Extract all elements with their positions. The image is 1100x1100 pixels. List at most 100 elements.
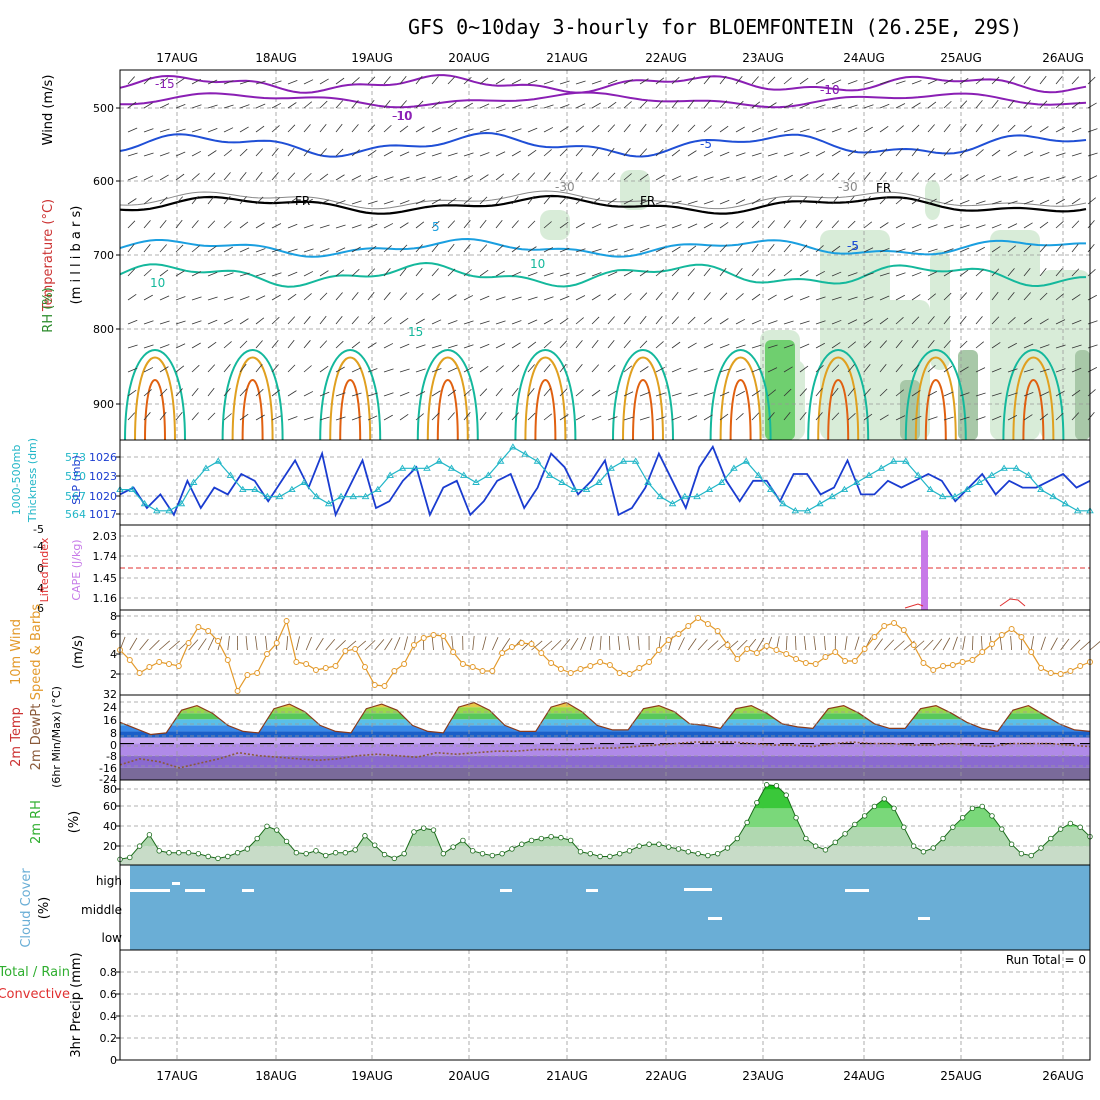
- contour-20: [1012, 356, 1055, 441]
- wind-barb: [607, 224, 618, 229]
- wind-speed-point: [969, 657, 976, 663]
- wind-barb: [623, 270, 633, 277]
- wind-barb: [799, 196, 808, 205]
- wind-barb: [175, 296, 186, 301]
- wind-barb: [335, 292, 343, 301]
- wind-barb: [223, 104, 234, 109]
- wind-barb: [1055, 221, 1064, 229]
- wind-barb: [863, 388, 871, 397]
- wind-barb: [879, 363, 887, 373]
- wind-barb: [319, 270, 329, 277]
- wind-barb: [671, 367, 682, 373]
- wind-barb: [671, 291, 679, 301]
- wind-barb: [143, 268, 152, 277]
- wind-barb: [975, 224, 986, 229]
- wind-barb: [991, 99, 999, 109]
- wind-barb: [639, 224, 650, 229]
- wind-barb: [735, 199, 746, 205]
- wind-barb: [207, 246, 217, 253]
- date-axis-top: 17AUG 18AUG 19AUG 20AUG 21AUG 22AUG 23AUG 24AUG…: [156, 51, 1084, 65]
- date-label: 22AUG: [645, 51, 687, 65]
- contour-20: [817, 356, 860, 441]
- wind-barb: [687, 392, 698, 397]
- wind-barb: [303, 248, 314, 253]
- rh-point: [332, 850, 339, 856]
- wind-barb: [367, 342, 377, 349]
- wind-barb: [287, 147, 295, 157]
- wind-barb: [895, 148, 903, 157]
- wind-speed-point: [205, 628, 212, 634]
- wind-barb: [863, 80, 874, 85]
- rh-point: [489, 852, 496, 859]
- wind-barb: [403, 636, 409, 651]
- thickness-point: [312, 492, 321, 500]
- wind-barb: [831, 412, 840, 421]
- wind-barb: [735, 221, 744, 229]
- wind-barb: [1007, 268, 1015, 277]
- wind-barb: [1071, 319, 1082, 325]
- contour-label: 15: [408, 325, 423, 339]
- thickness-point: [140, 499, 149, 507]
- rh-point: [185, 850, 192, 856]
- wind-barb: [655, 366, 666, 373]
- wind-barb: [671, 175, 682, 181]
- wind-barb: [580, 636, 587, 651]
- wind-speed-point: [949, 662, 956, 668]
- thickness-point: [460, 471, 468, 478]
- rh-point: [342, 850, 349, 856]
- wind-barb: [286, 636, 289, 651]
- rh-point: [234, 850, 241, 856]
- wind-barb: [447, 344, 458, 349]
- rh-point: [381, 851, 388, 858]
- wind-barb: [451, 636, 454, 651]
- wind-barb: [1039, 199, 1050, 205]
- wind-barb: [1007, 124, 1016, 133]
- wind-barb: [543, 388, 551, 397]
- wind-barb: [591, 415, 602, 421]
- wind-barb: [639, 270, 649, 277]
- wind-barb: [511, 320, 522, 325]
- thickness-point: [447, 464, 456, 471]
- wind-barb: [191, 296, 202, 301]
- date-label: 22AUG: [645, 1069, 687, 1083]
- rh-point: [616, 850, 623, 857]
- wind-barb: [927, 416, 938, 421]
- wind-barb: [415, 344, 426, 349]
- wind-barb: [527, 195, 535, 205]
- wind-barb: [431, 76, 439, 85]
- wind-barb: [975, 124, 983, 133]
- date-label: 23AUG: [742, 51, 784, 65]
- wind-barb: [415, 152, 426, 157]
- wind-barb: [959, 174, 969, 181]
- wind-barb: [207, 271, 218, 277]
- wind-barb: [191, 364, 200, 373]
- wind-barb: [399, 100, 407, 109]
- thickness-point: [214, 457, 223, 464]
- wind-barb: [255, 148, 264, 157]
- wind-barb: [687, 415, 698, 421]
- wind-barb: [315, 637, 324, 651]
- wind-label-a: 10m Wind: [9, 619, 24, 685]
- wind-speed-point: [832, 649, 839, 655]
- cloud-segment: [684, 888, 712, 891]
- wind-barb: [895, 222, 906, 229]
- wind-speed-point: [312, 667, 319, 673]
- wind-barb: [511, 79, 522, 85]
- wind-barb: [383, 124, 392, 133]
- thickness-point: [300, 478, 308, 485]
- wind-barb: [463, 128, 474, 133]
- thickness-point: [938, 492, 947, 500]
- wind-barb: [895, 364, 903, 373]
- wind-barb: [751, 293, 761, 301]
- wind-barb: [575, 103, 586, 109]
- wind-barb: [335, 416, 346, 421]
- wind-barb: [991, 246, 1001, 253]
- wind-barb: [175, 343, 186, 349]
- wind-barb: [591, 102, 601, 109]
- wind-barb: [607, 147, 615, 157]
- wind-barb: [479, 103, 490, 109]
- wind-barb: [959, 199, 970, 205]
- contour-15: [514, 349, 577, 441]
- wind-barb: [991, 367, 1002, 373]
- rh-shading: [930, 250, 950, 370]
